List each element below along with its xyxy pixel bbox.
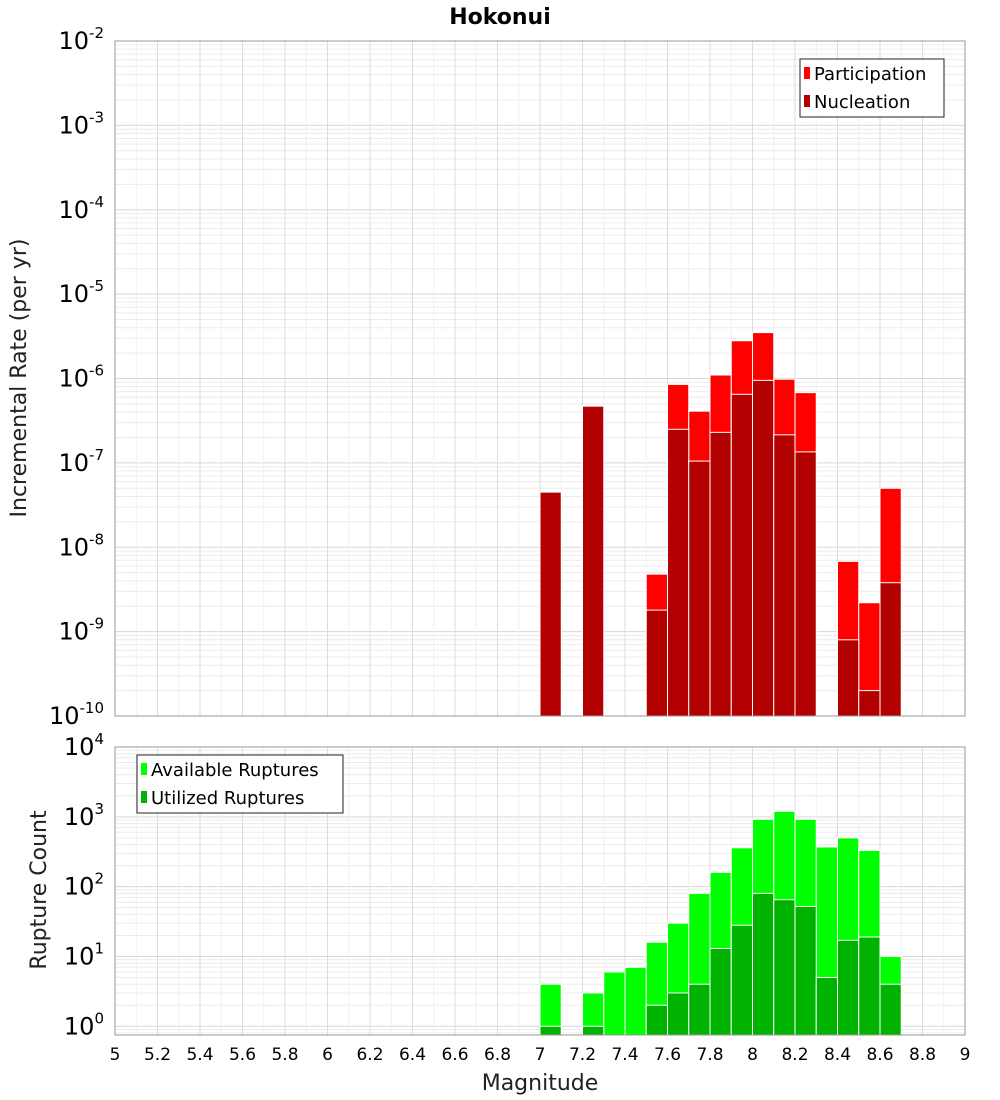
x-tick-label: 5.4 — [186, 1045, 213, 1065]
bottom-legend: Available Ruptures Utilized Ruptures — [136, 754, 344, 814]
top-legend: Participation Nucleation — [799, 58, 945, 118]
top-bar — [879, 582, 902, 717]
bottom-bar — [582, 1025, 605, 1036]
bottom-plot-frame — [114, 746, 966, 1036]
x-tick-label: 7 — [535, 1045, 546, 1065]
x-tick-label: 6 — [322, 1045, 333, 1065]
bottom-legend-label: Available Ruptures — [151, 760, 319, 781]
top-y-tick-label: 10-9 — [58, 615, 104, 646]
x-axis-label: Magnitude — [482, 1071, 599, 1096]
bottom-bar — [752, 892, 775, 1036]
x-tick-label: 5 — [110, 1045, 121, 1065]
bottom-bar — [603, 971, 626, 1036]
bottom-y-axis-label: Rupture Count — [27, 810, 52, 970]
x-tick-label: 7.6 — [654, 1045, 681, 1065]
bottom-y-ticks: 104 103 102 101 100 — [64, 730, 104, 1040]
bottom-bar — [794, 905, 817, 1036]
bottom-bar — [539, 1025, 562, 1036]
top-legend-swatch — [804, 95, 810, 107]
bottom-bar — [667, 992, 690, 1036]
top-legend-label: Participation — [814, 64, 926, 85]
bottom-bar — [837, 939, 860, 1036]
x-tick-label: 8.2 — [781, 1045, 808, 1065]
x-tick-label: 6.6 — [441, 1045, 468, 1065]
top-legend-swatch — [804, 67, 810, 79]
x-tick-label: 5.8 — [271, 1045, 298, 1065]
top-y-tick-label: 10-7 — [58, 446, 104, 477]
top-y-axis-label: Incremental Rate (per yr) — [7, 239, 32, 518]
top-plot-frame — [114, 40, 966, 717]
bottom-legend-label: Utilized Ruptures — [151, 788, 304, 809]
bottom-y-tick-label: 104 — [64, 730, 104, 761]
x-tick-label: 9 — [960, 1045, 971, 1065]
bottom-bar — [709, 948, 732, 1036]
bottom-bar — [858, 936, 881, 1036]
bottom-bar — [624, 966, 647, 1036]
bottom-bar — [645, 1004, 668, 1036]
x-tick-label: 6.8 — [484, 1045, 511, 1065]
x-tick-label: 7.8 — [696, 1045, 723, 1065]
top-bar — [688, 460, 711, 717]
bottom-y-tick-label: 102 — [64, 870, 104, 901]
top-bar — [539, 491, 562, 717]
x-ticks: 5 5.2 5.4 5.6 5.8 6 6.2 6.4 6.6 6.8 7 7.2 7.4 7.6 7.8 8… — [110, 1045, 971, 1065]
x-tick-label: 5.6 — [229, 1045, 256, 1065]
bottom-bar — [879, 983, 902, 1036]
top-rate-plot: 10-2 10-3 10-4 10-5 10-6 10-7 10-8 10-9 10-10 Par… — [49, 24, 966, 730]
x-tick-label: 8 — [747, 1045, 758, 1065]
top-bar — [709, 431, 732, 717]
top-bar — [837, 639, 860, 717]
bottom-legend-swatch — [141, 791, 147, 803]
top-y-tick-label: 10-4 — [58, 193, 104, 224]
x-tick-label: 7.2 — [569, 1045, 596, 1065]
chart-title: Hokonui — [449, 5, 551, 30]
top-bar — [858, 690, 881, 717]
bottom-y-tick-label: 100 — [64, 1009, 104, 1040]
x-tick-label: 8.6 — [866, 1045, 893, 1065]
top-y-tick-label: 10-3 — [58, 108, 104, 139]
bottom-bar — [730, 924, 753, 1036]
x-tick-label: 7.4 — [611, 1045, 638, 1065]
bottom-legend-swatch — [141, 763, 147, 775]
x-tick-label: 8.8 — [909, 1045, 936, 1065]
bottom-bar — [815, 976, 838, 1036]
top-y-tick-label: 10-6 — [58, 362, 104, 393]
top-bar — [645, 609, 668, 717]
top-series-secondary — [539, 379, 902, 717]
top-bar — [730, 393, 753, 717]
top-y-tick-label: 10-2 — [58, 24, 104, 55]
x-tick-label: 5.2 — [144, 1045, 171, 1065]
bottom-y-tick-label: 103 — [64, 800, 104, 831]
top-bar — [582, 405, 605, 717]
top-bar — [794, 451, 817, 717]
top-legend-box — [799, 58, 945, 118]
top-y-tick-label: 10-10 — [49, 699, 104, 730]
bottom-legend-box — [136, 754, 344, 814]
bottom-bar — [688, 983, 711, 1036]
x-tick-label: 8.4 — [824, 1045, 851, 1065]
top-bar — [667, 428, 690, 717]
top-y-ticks: 10-2 10-3 10-4 10-5 10-6 10-7 10-8 10-9 10-10 — [49, 24, 104, 730]
top-y-tick-label: 10-8 — [58, 530, 104, 561]
x-tick-label: 6.2 — [356, 1045, 383, 1065]
x-tick-label: 6.4 — [399, 1045, 426, 1065]
top-bar — [752, 379, 775, 717]
top-y-tick-label: 10-5 — [58, 277, 104, 308]
top-bar — [773, 434, 796, 717]
bottom-y-tick-label: 101 — [64, 939, 104, 970]
bottom-count-plot: 104 103 102 101 100 5 5.2 5.4 5.6 5.8 6 6.2 6.4 6.6 6.… — [64, 730, 971, 1065]
bottom-bar — [773, 899, 796, 1036]
top-legend-label: Nucleation — [814, 92, 910, 113]
